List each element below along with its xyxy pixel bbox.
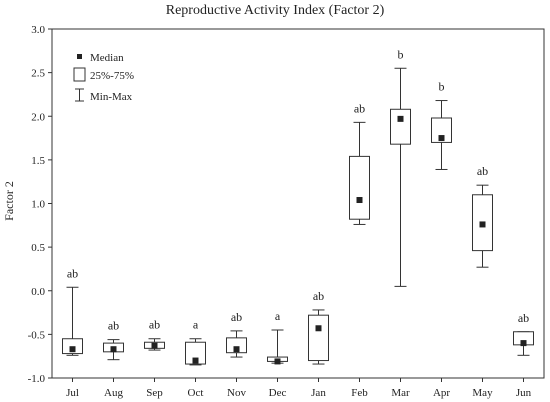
group-letter: ab — [477, 164, 488, 178]
y-tick-label: 3.0 — [31, 24, 45, 36]
x-tick-label: Nov — [227, 387, 246, 399]
chart-title: Reproductive Activity Index (Factor 2) — [166, 3, 385, 18]
group-letter: b — [439, 80, 445, 94]
median-marker — [110, 346, 117, 353]
iqr-box — [431, 117, 452, 143]
x-tick-label: Oct — [188, 387, 204, 399]
group-letter: b — [398, 47, 404, 61]
group-letter: ab — [108, 319, 119, 333]
group-letter: ab — [231, 310, 242, 324]
x-tick-label: Jan — [311, 387, 326, 399]
median-marker — [438, 135, 445, 142]
box-oct: a — [185, 318, 206, 366]
iqr-box — [349, 155, 370, 220]
group-letter: ab — [149, 318, 160, 332]
x-tick-label: Apr — [433, 387, 450, 399]
legend-box-marker — [73, 67, 86, 82]
x-tick-label: Dec — [269, 387, 287, 399]
median-marker — [397, 115, 404, 122]
legend-median-label: Median — [90, 52, 124, 64]
median-marker — [520, 340, 527, 347]
box-jun: ab — [513, 311, 534, 356]
x-tick-label: May — [472, 387, 493, 399]
box-aug: ab — [103, 319, 124, 361]
legend: Median 25%-75% Min-Max — [73, 52, 134, 103]
box-mar: b — [390, 47, 411, 287]
group-letter: a — [275, 309, 281, 323]
y-axis-label: Factor 2 — [2, 181, 16, 221]
median-marker — [233, 346, 240, 353]
box-sep: ab — [144, 318, 165, 351]
median-marker — [479, 221, 486, 228]
iqr-box — [62, 338, 83, 355]
y-tick-label: 0.0 — [31, 286, 45, 298]
y-tick-label: -0.5 — [28, 329, 46, 341]
y-tick-label: 2.5 — [31, 68, 45, 80]
x-tick-label: Mar — [391, 387, 410, 399]
x-tick-label: Feb — [351, 387, 368, 399]
group-letter: ab — [313, 289, 324, 303]
iqr-box — [226, 337, 247, 354]
group-letter: ab — [518, 311, 529, 325]
median-marker — [151, 342, 158, 349]
x-tick-label: Sep — [146, 387, 163, 399]
box-nov: ab — [226, 310, 247, 358]
median-marker — [274, 358, 281, 365]
y-tick-label: 0.5 — [31, 242, 45, 254]
iqr-box — [390, 108, 411, 145]
x-tick-label: Aug — [104, 387, 123, 399]
x-tick-label: Jun — [516, 387, 532, 399]
box-may: ab — [472, 164, 493, 268]
y-tick-label: 1.0 — [31, 199, 45, 211]
box-dec: a — [267, 309, 288, 365]
group-letter: ab — [354, 101, 365, 115]
box-feb: ab — [349, 101, 370, 225]
iqr-box — [185, 341, 206, 365]
legend-whisker-label: Min-Max — [90, 91, 133, 103]
y-tick-label: 1.5 — [31, 155, 45, 167]
median-marker — [356, 197, 363, 204]
x-tick-label: Jul — [66, 387, 79, 399]
legend-median-marker — [77, 54, 82, 59]
box-series: ab ab ab a ab a ab ab b b ab ab — [62, 47, 534, 366]
median-marker — [192, 357, 199, 364]
median-marker — [69, 346, 76, 353]
y-tick-label: 2.0 — [31, 111, 45, 123]
y-tick-label: -1.0 — [28, 373, 46, 385]
box-apr: b — [431, 80, 452, 170]
y-axis-ticks: 3.0 2.5 2.0 1.5 1.0 0.5 0.0 -0.5 -1.0 — [28, 24, 52, 385]
x-axis-ticks: Jul Aug Sep Oct Nov Dec Jan Feb Mar Apr May Jun — [66, 378, 532, 399]
group-letter: a — [193, 318, 199, 332]
iqr-box — [308, 314, 329, 362]
median-marker — [315, 325, 322, 332]
group-letter: ab — [67, 266, 78, 280]
box-jul: ab — [62, 266, 83, 356]
box-jan: ab — [308, 289, 329, 365]
legend-box-label: 25%-75% — [90, 70, 134, 82]
